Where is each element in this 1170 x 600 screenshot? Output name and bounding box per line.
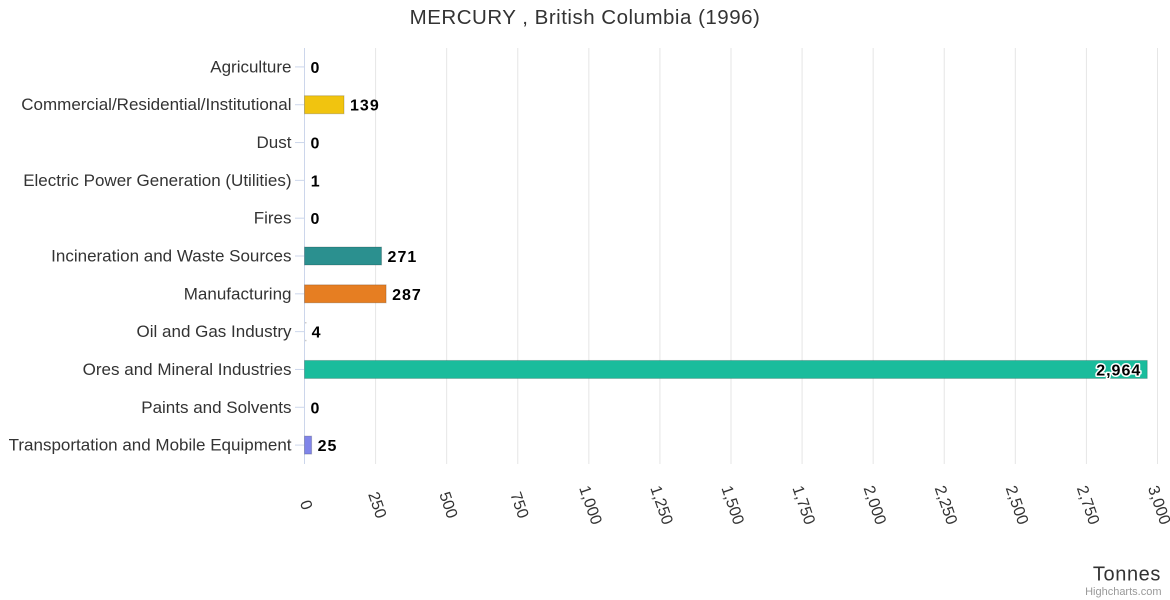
svg-text:1,500: 1,500 <box>717 484 746 527</box>
svg-text:MERCURY , British Columbia (19: MERCURY , British Columbia (1996) <box>410 6 761 29</box>
svg-text:1,250: 1,250 <box>646 484 675 527</box>
svg-text:Ores and Mineral Industries: Ores and Mineral Industries <box>83 360 292 379</box>
svg-text:2,964: 2,964 <box>1096 362 1141 379</box>
svg-text:Fires: Fires <box>254 209 292 228</box>
svg-text:Highcharts.com: Highcharts.com <box>1085 586 1161 598</box>
svg-text:2,500: 2,500 <box>1002 484 1031 527</box>
svg-text:Agriculture: Agriculture <box>210 57 291 76</box>
svg-text:Commercial/Residential/Institu: Commercial/Residential/Institutional <box>21 95 291 114</box>
svg-text:Manufacturing: Manufacturing <box>184 284 292 303</box>
svg-text:0: 0 <box>311 136 321 153</box>
svg-text:Oil and Gas Industry: Oil and Gas Industry <box>137 322 292 341</box>
svg-text:1: 1 <box>311 173 321 190</box>
svg-text:3,000: 3,000 <box>1144 484 1170 527</box>
svg-text:Dust: Dust <box>257 133 292 152</box>
svg-text:1,000: 1,000 <box>575 484 604 527</box>
svg-text:750: 750 <box>506 490 531 521</box>
svg-text:Tonnes: Tonnes <box>1093 564 1161 586</box>
svg-text:500: 500 <box>435 490 460 521</box>
svg-text:25: 25 <box>318 438 338 455</box>
svg-text:0: 0 <box>296 498 315 512</box>
svg-text:287: 287 <box>392 287 422 304</box>
svg-text:Paints and Solvents: Paints and Solvents <box>141 398 291 417</box>
svg-text:2,000: 2,000 <box>860 484 889 527</box>
svg-text:1,750: 1,750 <box>789 484 818 527</box>
svg-text:Incineration and Waste Sources: Incineration and Waste Sources <box>51 247 291 266</box>
svg-text:0: 0 <box>311 211 321 228</box>
svg-text:271: 271 <box>388 249 418 266</box>
svg-text:0: 0 <box>311 60 321 77</box>
svg-text:2,250: 2,250 <box>931 484 960 527</box>
svg-text:4: 4 <box>312 325 322 342</box>
svg-text:2,750: 2,750 <box>1073 484 1102 527</box>
svg-text:Transportation and Mobile Equi: Transportation and Mobile Equipment <box>9 436 292 455</box>
svg-text:0: 0 <box>311 400 321 417</box>
svg-text:250: 250 <box>364 490 389 521</box>
svg-text:139: 139 <box>350 98 380 115</box>
svg-text:Electric Power Generation (Uti: Electric Power Generation (Utilities) <box>23 171 291 190</box>
